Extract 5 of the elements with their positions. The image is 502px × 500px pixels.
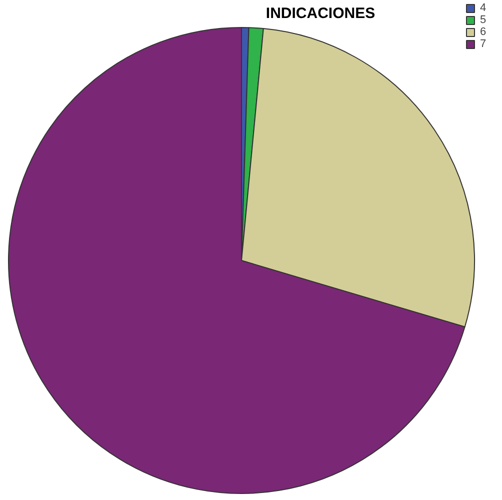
- legend-label: 6: [480, 26, 488, 38]
- legend-label: 5: [480, 14, 488, 26]
- chart-title: INDICACIONES: [266, 5, 376, 22]
- legend-label: 4: [480, 2, 488, 14]
- legend-label: 7: [480, 38, 488, 50]
